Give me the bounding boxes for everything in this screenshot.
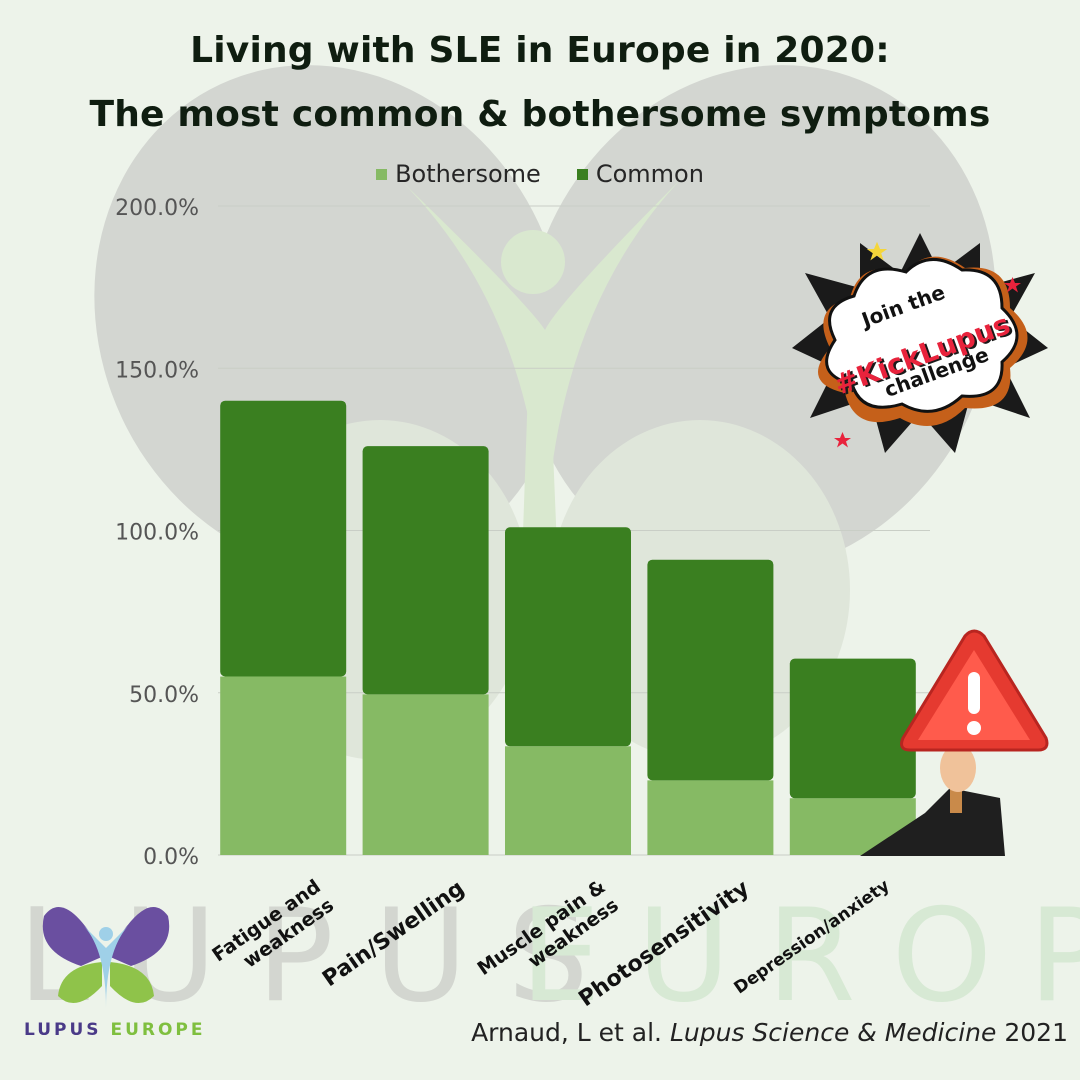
bar-common-2 — [505, 527, 631, 747]
bar-layer — [220, 400, 916, 855]
kicklupus-badge: Join the #KickLupus challenge — [790, 228, 1050, 458]
bar-bothersome-3 — [647, 780, 774, 855]
badge-burst-shape — [792, 233, 1048, 453]
citation-authors: Arnaud, L et al. — [471, 1018, 663, 1047]
bar-bothersome-1 — [362, 694, 489, 855]
chart-title-line-1: Living with SLE in Europe in 2020: — [190, 30, 890, 71]
x-category-label-0: Fatigue andweakness — [208, 876, 338, 985]
bar-common-4 — [789, 658, 916, 799]
legend-swatch-bothersome — [376, 168, 388, 180]
citation-journal: Lupus Science & Medicine — [669, 1018, 997, 1047]
y-tick-label-200: 200.0% — [115, 196, 199, 221]
x-category-label-line: Pain/Swelling — [318, 876, 469, 992]
bar-common-3 — [647, 559, 774, 781]
chart-legend: Bothersome Common — [0, 160, 1080, 188]
y-tick-label-0: 0.0% — [143, 845, 199, 870]
bar-common-1 — [362, 446, 489, 695]
legend-swatch-common — [576, 168, 588, 180]
legend-item-bothersome: Bothersome — [376, 160, 541, 188]
exclamation-bar — [968, 672, 980, 714]
butterfly-logo-icon — [42, 907, 170, 1008]
bar-bothersome-2 — [505, 746, 631, 855]
legend-label-common: Common — [595, 160, 704, 188]
sleeve-shape — [860, 788, 1005, 856]
logo-text-lupus: LUPUS — [24, 1020, 102, 1040]
x-category-label-1: Pain/Swelling — [318, 876, 469, 992]
x-category-label-line: Depression/anxiety — [731, 876, 894, 998]
legend-item-common: Common — [576, 160, 704, 188]
lupus-europe-logo-text: LUPUS EUROPE — [24, 1020, 206, 1040]
warning-sign-icon — [860, 629, 1049, 856]
y-tick-label-50: 50.0% — [129, 683, 199, 708]
watermark-word-2: EUROPE — [520, 882, 1080, 1031]
y-axis-tick-labels: 0.0% 50.0% 100.0% 150.0% 200.0% — [115, 196, 199, 870]
x-category-label-4: Depression/anxiety — [731, 876, 894, 998]
hand-shape — [940, 744, 976, 792]
citation-year: 2021 — [1004, 1018, 1068, 1047]
logo-text-europe: EUROPE — [110, 1020, 206, 1040]
citation: Arnaud, L et al. Lupus Science & Medicin… — [471, 1018, 1068, 1047]
exclamation-dot — [967, 721, 981, 735]
bar-bothersome-0 — [220, 676, 347, 855]
bar-common-0 — [220, 400, 347, 677]
chart-title-line-2: The most common & bothersome symptoms — [89, 94, 991, 135]
legend-label-bothersome: Bothersome — [395, 160, 541, 188]
y-tick-label-100: 100.0% — [115, 521, 199, 546]
y-tick-label-150: 150.0% — [115, 358, 199, 383]
